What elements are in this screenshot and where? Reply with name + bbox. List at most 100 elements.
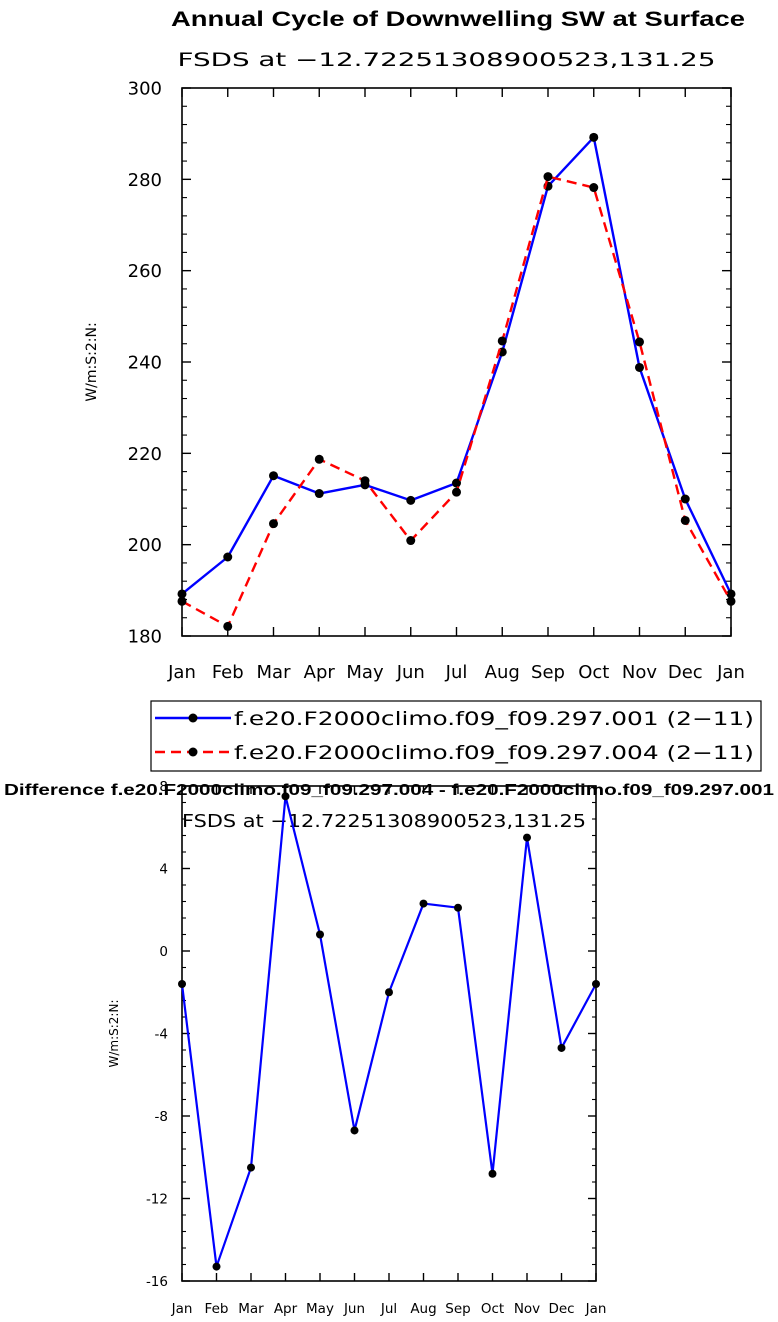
data-point <box>726 589 736 599</box>
x-tick-label: Oct <box>481 1301 504 1317</box>
data-point <box>406 536 416 546</box>
legend: f.e20.F2000climo.f09_f09.297.001 (2−11) f… <box>150 700 762 772</box>
data-point <box>589 183 599 193</box>
data-point <box>680 515 690 525</box>
data-point <box>419 899 428 908</box>
series-1 <box>178 792 600 1271</box>
x-tick-label: Apr <box>274 1301 298 1317</box>
x-tick-label: Jul <box>380 1301 397 1317</box>
chart-title: Annual Cycle of Downwelling SW at Surfac… <box>171 8 745 31</box>
data-point <box>177 596 187 606</box>
y-tick-label: 300 <box>128 78 162 99</box>
data-point <box>680 494 690 504</box>
data-point <box>212 1262 221 1271</box>
y-tick-label: -12 <box>146 1191 168 1207</box>
series-2 <box>177 172 736 631</box>
data-point <box>635 337 644 347</box>
y-axis-label: W/m:S:2:N: <box>107 1000 121 1068</box>
y-tick-label: -8 <box>155 1109 168 1125</box>
data-point <box>452 478 461 488</box>
y-axis: 180 200 220 240 260 280 300 <box>128 78 731 647</box>
x-tick-label: Feb <box>212 662 244 683</box>
y-axis-label: W/m:S:2:N: <box>84 322 100 401</box>
y-tick-label: 8 <box>159 779 168 795</box>
legend-entry: f.e20.F2000climo.f09_f09.297.004 (2−11) <box>234 742 754 764</box>
data-point <box>316 930 324 939</box>
data-point <box>488 1169 497 1178</box>
x-tick-label: Jan <box>585 1301 607 1317</box>
chart-2: Difference f.e20.F2000climo.f09_f09.297.… <box>4 779 775 1317</box>
y-tick-label: -16 <box>146 1274 168 1290</box>
x-tick-label: Jun <box>396 662 425 683</box>
x-tick-label: Dec <box>548 1301 574 1317</box>
series-1 <box>177 132 736 599</box>
x-tick-label: Aug <box>410 1301 436 1317</box>
plot-frame <box>181 785 597 1282</box>
x-tick-label: Jul <box>445 662 468 683</box>
y-axis: -16 -12 -8 -4 0 4 8 <box>146 779 596 1290</box>
data-point <box>247 1163 255 1172</box>
x-tick-label: Jun <box>343 1301 365 1317</box>
x-tick-label: Dec <box>668 662 703 683</box>
y-tick-label: -4 <box>155 1026 168 1042</box>
y-tick-label: 220 <box>128 444 162 465</box>
x-axis: Jan Feb Mar Apr May Jun Jul Aug Sep Oct Nov Dec Jan <box>167 88 745 683</box>
x-tick-label: Mar <box>238 1301 264 1317</box>
data-point <box>454 903 462 912</box>
data-point <box>223 552 233 562</box>
data-point <box>589 132 599 142</box>
x-tick-label: Nov <box>622 662 657 683</box>
legend-box <box>150 700 762 772</box>
data-point <box>726 596 736 606</box>
data-point <box>497 336 507 346</box>
data-point <box>314 454 324 464</box>
legend-marker <box>188 747 198 757</box>
data-point <box>385 988 393 997</box>
chart-1: Annual Cycle of Downwelling SW at Surfac… <box>84 8 762 772</box>
data-point <box>177 589 187 599</box>
x-axis: Jan Feb Mar Apr May Jun Jul Aug Sep Oct Nov Dec Jan <box>171 786 607 1317</box>
data-point <box>314 489 324 499</box>
x-tick-label: Jan <box>167 662 196 683</box>
y-tick-label: 260 <box>128 261 162 282</box>
data-point <box>635 362 644 372</box>
legend-marker <box>188 713 198 723</box>
chart-subtitle: FSDS at −12.72251308900523,131.25 <box>178 49 716 71</box>
data-point <box>543 172 553 182</box>
plot-frame <box>181 87 732 637</box>
data-point <box>592 980 600 988</box>
series-line <box>181 175 733 628</box>
data-point <box>360 476 370 486</box>
data-point <box>523 833 531 842</box>
x-tick-label: Sep <box>531 662 565 683</box>
chart-subtitle: FSDS at −12.72251308900523,131.25 <box>182 811 586 832</box>
y-tick-label: 180 <box>128 626 162 647</box>
y-tick-label: 200 <box>128 535 162 556</box>
y-tick-label: 240 <box>128 352 162 373</box>
x-tick-label: Aug <box>485 662 520 683</box>
x-tick-label: Apr <box>304 662 336 683</box>
x-tick-label: Mar <box>257 662 292 683</box>
data-point <box>350 1126 359 1135</box>
x-tick-label: Nov <box>514 1301 540 1317</box>
x-tick-label: Jan <box>716 662 745 683</box>
x-tick-label: May <box>306 1301 334 1317</box>
data-point <box>269 519 278 529</box>
x-tick-label: May <box>346 662 384 683</box>
data-point <box>269 471 278 481</box>
x-tick-label: Sep <box>445 1301 470 1317</box>
data-point <box>281 792 290 801</box>
data-point <box>178 980 186 988</box>
x-tick-label: Jan <box>171 1301 193 1317</box>
y-tick-label: 4 <box>159 861 168 877</box>
data-point <box>557 1043 566 1052</box>
data-point <box>406 495 416 505</box>
data-point <box>452 487 461 497</box>
x-tick-label: Oct <box>578 662 609 683</box>
data-point <box>223 621 233 631</box>
y-tick-label: 280 <box>128 170 162 191</box>
series-line <box>180 795 597 1268</box>
legend-entry: f.e20.F2000climo.f09_f09.297.001 (2−11) <box>234 708 754 730</box>
series-line <box>181 136 733 595</box>
